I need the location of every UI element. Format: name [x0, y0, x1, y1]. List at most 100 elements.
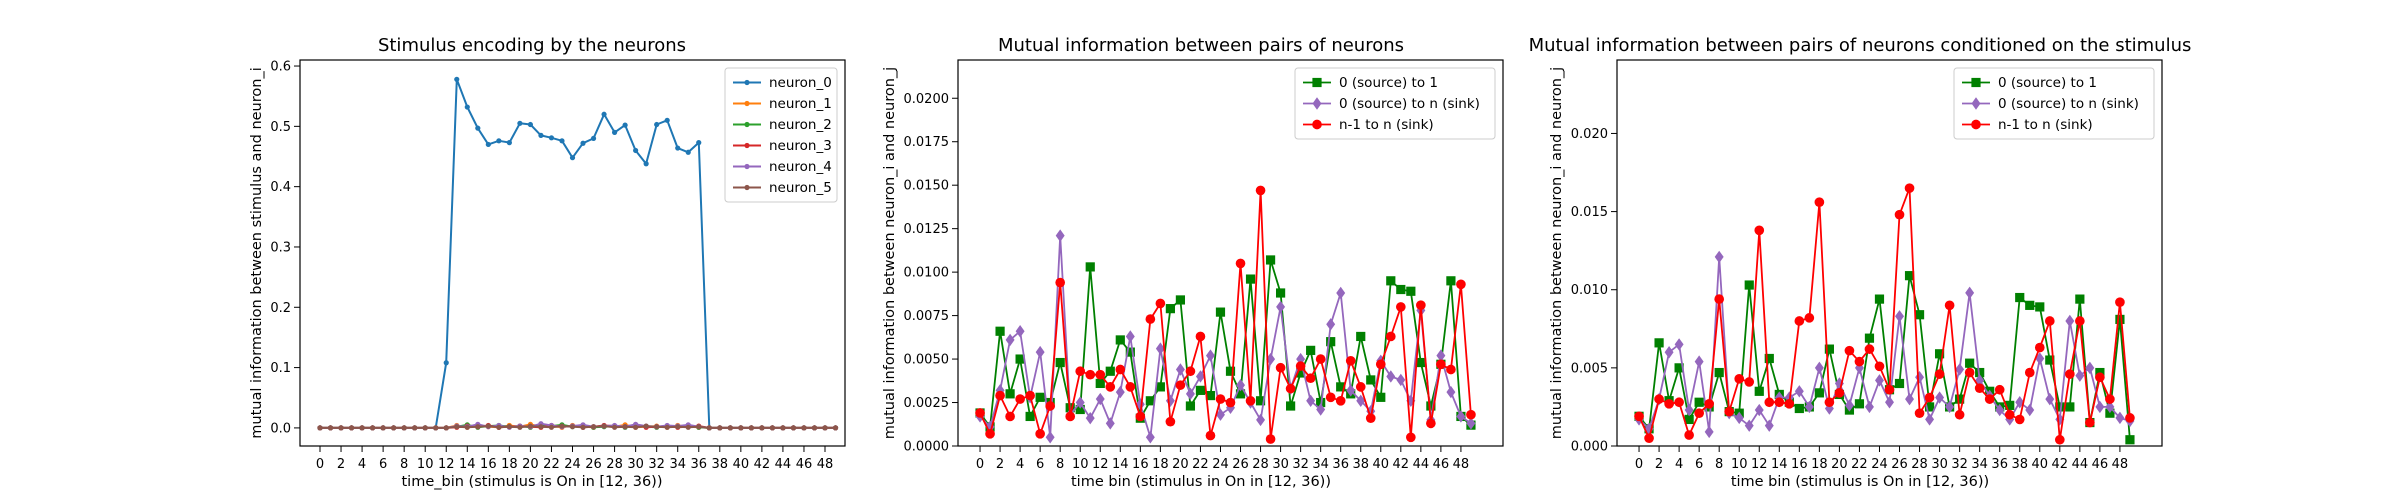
- data-point: [538, 132, 544, 138]
- data-point: [1744, 419, 1754, 432]
- legend-marker: [744, 121, 750, 128]
- x-tick-label: 20: [522, 457, 539, 472]
- data-point: [1874, 294, 1885, 304]
- data-point: [2065, 402, 2075, 412]
- legend-marker: [744, 163, 750, 170]
- data-point: [1436, 359, 1446, 370]
- x-tick-label: 42: [1393, 457, 1410, 472]
- data-point: [1155, 382, 1165, 392]
- data-point: [1195, 370, 1205, 383]
- data-point: [1924, 402, 1935, 412]
- data-point: [1356, 394, 1366, 408]
- data-point: [1185, 401, 1196, 411]
- data-point: [1035, 392, 1045, 402]
- data-point: [548, 135, 555, 141]
- data-point: [2034, 342, 2045, 353]
- series-0-source-to-n-sink: [1634, 250, 2135, 439]
- x-tick-label: 30: [1931, 457, 1948, 472]
- data-point: [1205, 349, 1215, 362]
- plot-frame: [1616, 59, 2163, 447]
- data-point: [654, 121, 660, 128]
- data-point: [643, 161, 649, 167]
- data-point: [359, 425, 365, 431]
- data-point: [1446, 276, 1456, 286]
- x-tick-label: 14: [1771, 457, 1788, 472]
- data-point: [1744, 280, 1754, 290]
- data-point: [1396, 373, 1406, 387]
- data-point: [1005, 389, 1015, 399]
- data-point: [580, 140, 586, 146]
- data-point: [1426, 401, 1436, 411]
- x-tick-label: 48: [2112, 457, 2129, 472]
- data-point: [1944, 300, 1955, 311]
- data-point: [485, 423, 491, 429]
- data-point: [527, 423, 534, 429]
- data-point: [2105, 400, 2115, 414]
- data-point: [1165, 304, 1175, 314]
- x-tick-label: 20: [1831, 457, 1848, 472]
- legend: 0 (source) to 1 0 (source) to n (sink) n-1…: [1294, 67, 1496, 140]
- x-tick-label: 18: [1152, 457, 1169, 472]
- x-tick-label: 0: [976, 457, 984, 472]
- x-tick-label: 24: [1212, 457, 1229, 472]
- chart-title: Mutual information between pairs of neur…: [998, 35, 1404, 56]
- data-point: [1984, 394, 1995, 404]
- data-point: [1055, 229, 1065, 242]
- data-point: [643, 423, 649, 429]
- data-point: [538, 424, 544, 430]
- data-point: [985, 420, 995, 434]
- data-point: [1965, 358, 1975, 368]
- legend-item-0-source-to-1: 0 (source) to 1: [1962, 75, 2097, 91]
- data-point: [2095, 400, 2105, 414]
- x-tick-label: 32: [1951, 457, 1968, 472]
- legend-marker: [1971, 77, 1981, 88]
- data-point: [738, 425, 744, 431]
- y-tick-label: 0.020: [1571, 127, 1608, 142]
- y-axis-ticks: 0.0000 0.0025 0.0050 0.0075 0.0100 0.0125 0.01…: [904, 92, 958, 455]
- x-tick-label: 44: [1413, 457, 1430, 472]
- data-point: [485, 141, 491, 148]
- data-point: [1185, 387, 1195, 401]
- data-point: [443, 360, 449, 366]
- y-axis-label: mutual information between neuron_i and …: [1549, 67, 1565, 439]
- x-tick-label: 32: [648, 457, 665, 472]
- x-tick-label: 48: [1453, 457, 1470, 472]
- x-tick-label: 16: [1791, 457, 1808, 472]
- legend: neuron_0 neuron_1 neuron_2 neuron_3 neuron_4…: [724, 67, 838, 203]
- data-point: [2055, 402, 2065, 412]
- y-tick-label: 0.3: [270, 240, 291, 255]
- data-point: [1466, 417, 1476, 430]
- x-tick-label: 10: [1731, 457, 1748, 472]
- data-point: [1125, 330, 1135, 343]
- data-point: [1205, 390, 1216, 401]
- x-tick-label: 6: [379, 457, 387, 472]
- data-point: [727, 425, 733, 431]
- data-point: [1316, 403, 1326, 416]
- data-point: [633, 147, 639, 154]
- y-tick-label: 0.1: [270, 361, 291, 376]
- legend-label: neuron_0: [769, 75, 832, 91]
- data-point: [1055, 277, 1066, 288]
- data-point: [1075, 366, 1086, 377]
- data-point: [1654, 394, 1664, 404]
- data-point: [1356, 331, 1366, 342]
- data-point: [995, 390, 1005, 401]
- data-point: [1205, 430, 1216, 441]
- x-tick-label: 48: [817, 457, 834, 472]
- data-point: [1714, 294, 1725, 304]
- data-point: [832, 425, 839, 431]
- data-point: [454, 424, 460, 430]
- data-point: [1275, 288, 1286, 298]
- data-point: [1905, 392, 1915, 406]
- data-point: [1764, 397, 1775, 408]
- data-point: [1964, 367, 1975, 378]
- x-tick-label: 40: [733, 457, 750, 472]
- data-point: [1744, 377, 1755, 387]
- data-point: [2105, 408, 2115, 418]
- x-tick-label: 32: [1292, 457, 1309, 472]
- legend-label: neuron_4: [769, 159, 832, 175]
- legend-marker: [1971, 119, 1981, 130]
- y-tick-label: 0.0100: [904, 266, 950, 281]
- legend-item-0-source-to-1: 0 (source) to 1: [1303, 75, 1438, 91]
- data-point: [2004, 409, 2015, 420]
